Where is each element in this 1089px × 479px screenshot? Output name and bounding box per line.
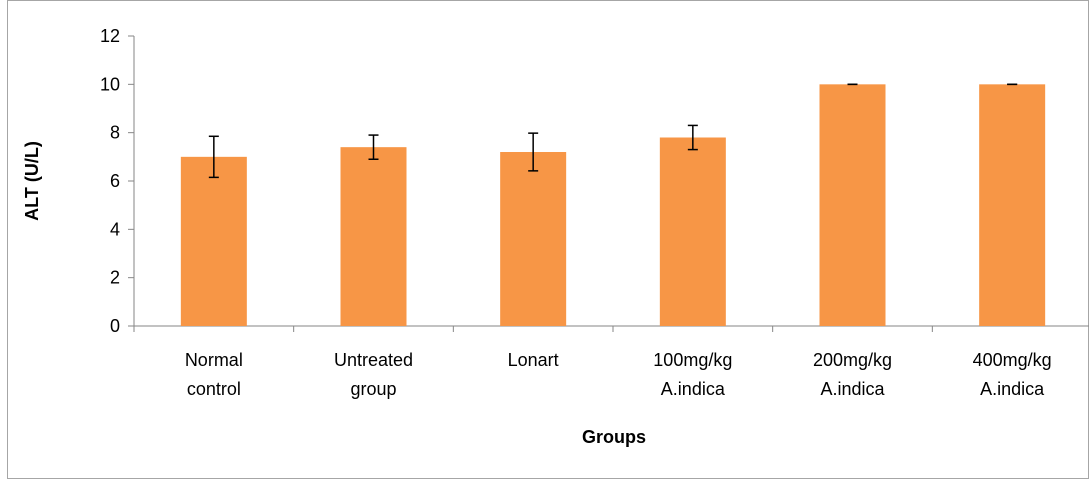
y-tick-label: 10: [100, 74, 120, 94]
bar: [180, 156, 247, 326]
error-bars: [208, 83, 1018, 179]
x-tick-label: Lonart: [508, 350, 559, 370]
y-tick-label: 4: [110, 219, 120, 239]
x-axis-title: Groups: [582, 427, 646, 447]
y-tick-label: 12: [100, 26, 120, 46]
x-tick-label: 200mg/kg A.indica: [813, 350, 892, 399]
x-tick-label: 100mg/kg A.indica: [653, 350, 732, 399]
x-tick-label: Untreated group: [334, 350, 413, 399]
bar: [979, 84, 1046, 326]
x-tick-label: 400mg/kg A.indica: [973, 350, 1052, 399]
y-tick-label: 2: [110, 268, 120, 288]
y-tick-label: 6: [110, 171, 120, 191]
bar: [819, 84, 886, 326]
y-tick-label: 0: [110, 316, 120, 336]
x-tick-label: Normal control: [185, 350, 243, 399]
y-axis-title: ALT (U/L): [22, 141, 42, 221]
bars: [180, 84, 1046, 326]
bar: [500, 152, 567, 326]
bar: [659, 137, 726, 326]
y-tick-label: 8: [110, 123, 120, 143]
x-axis: Normal control Untreated group Lonart 100mg/k…: [133, 325, 1089, 399]
y-axis: 0 2 4 6 8 10 12: [100, 26, 135, 336]
bar: [340, 147, 407, 326]
